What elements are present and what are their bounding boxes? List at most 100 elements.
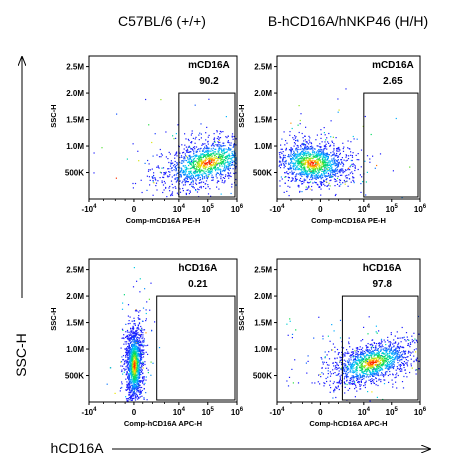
event-dot: [288, 177, 290, 179]
event-dot: [333, 169, 336, 171]
event-dot: [203, 176, 206, 178]
event-dot: [214, 163, 216, 165]
event-dot: [154, 321, 156, 323]
event-dot: [136, 343, 138, 345]
event-dot: [363, 351, 365, 353]
event-dot: [222, 131, 224, 133]
event-dot: [231, 183, 233, 185]
event-dot: [333, 154, 335, 156]
event-dot: [206, 178, 208, 180]
event-dot: [136, 365, 138, 367]
event-dot: [136, 346, 138, 348]
event-dot: [185, 175, 188, 177]
y-tick-label: 1.5M: [66, 116, 84, 125]
event-dot: [182, 172, 184, 174]
event-dot: [338, 170, 340, 172]
event-dot: [352, 177, 354, 179]
event-dot: [324, 141, 326, 143]
event-dot: [174, 154, 176, 156]
event-dot: [335, 386, 337, 388]
event-dot: [393, 345, 395, 347]
event-dot: [180, 170, 182, 172]
event-dot: [348, 337, 350, 339]
event-dot: [321, 372, 323, 374]
event-dot: [130, 351, 132, 353]
event-dot: [366, 171, 368, 173]
event-dot: [369, 372, 371, 374]
event-dot: [324, 159, 326, 161]
event-dot: [201, 175, 203, 177]
event-dot: [231, 159, 233, 161]
event-dot: [349, 377, 351, 379]
event-dot: [143, 397, 145, 399]
event-dot: [311, 148, 313, 150]
event-dot: [134, 349, 136, 351]
event-dot: [397, 355, 399, 358]
event-dot: [330, 166, 332, 168]
event-dot: [145, 376, 147, 378]
event-dot: [353, 367, 355, 369]
event-dot: [197, 166, 200, 168]
event-dot: [139, 356, 141, 358]
event-dot: [295, 136, 297, 138]
event-dot: [125, 336, 127, 338]
event-dot: [386, 350, 388, 352]
event-dot: [195, 180, 197, 182]
event-dot: [326, 175, 328, 177]
event-dot: [337, 352, 340, 354]
event-dot: [231, 133, 234, 135]
event-dot: [217, 158, 219, 160]
event-dot: [326, 168, 328, 170]
event-dot: [305, 179, 307, 181]
event-dot: [293, 150, 295, 152]
event-dot: [302, 150, 304, 152]
event-dot: [327, 174, 330, 176]
event-dot: [133, 365, 135, 367]
event-dot: [302, 156, 304, 158]
x-tick-label: 105: [202, 407, 215, 417]
event-dot: [137, 370, 139, 372]
event-dot: [323, 148, 325, 150]
event-dot: [183, 161, 185, 163]
population-cloud: [93, 98, 237, 198]
event-dot: [311, 382, 313, 384]
event-dot: [168, 175, 170, 177]
event-dot: [334, 160, 336, 162]
event-dot: [325, 179, 327, 181]
event-dot: [393, 349, 395, 351]
event-dot: [167, 168, 169, 170]
event-dot: [295, 159, 297, 162]
event-dot: [134, 363, 136, 365]
event-dot: [132, 325, 134, 327]
event-dot: [302, 171, 304, 173]
event-dot: [181, 162, 183, 164]
event-dot: [293, 163, 295, 165]
event-dot: [198, 159, 200, 161]
event-dot: [216, 182, 218, 184]
event-dot: [322, 361, 324, 363]
event-dot: [136, 333, 138, 335]
event-dot: [339, 179, 342, 181]
event-dot: [188, 139, 190, 142]
event-dot: [183, 148, 185, 150]
event-dot: [197, 161, 199, 163]
event-dot: [316, 167, 318, 169]
event-dot: [233, 164, 235, 166]
event-dot: [132, 351, 134, 353]
event-dot: [130, 358, 132, 360]
event-dot: [199, 148, 201, 150]
event-dot: [194, 138, 196, 140]
event-dot: [321, 168, 324, 171]
event-dot: [329, 168, 331, 170]
event-dot: [299, 162, 301, 164]
event-dot: [204, 160, 207, 162]
event-dot: [407, 339, 409, 341]
event-dot: [134, 344, 136, 346]
event-dot: [312, 159, 314, 161]
x-tick-label: 0: [318, 205, 323, 214]
event-dot: [391, 364, 393, 366]
event-dot: [235, 138, 237, 140]
event-dot: [301, 168, 303, 171]
event-dot: [370, 133, 372, 136]
gate-marker-label: hCD16A: [178, 263, 217, 274]
